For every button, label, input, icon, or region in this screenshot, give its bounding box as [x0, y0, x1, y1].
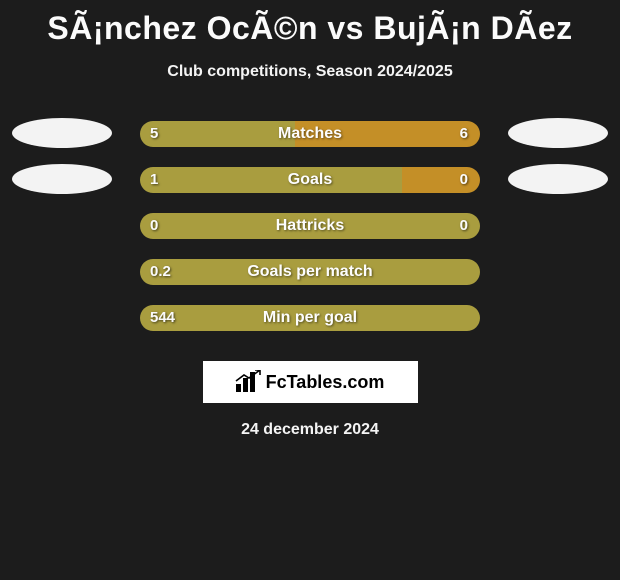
comparison-date: 24 december 2024: [0, 421, 620, 439]
bar-left: [140, 213, 480, 239]
fctables-logo: FcTables.com: [236, 372, 385, 393]
stat-row: Goals per match0.2: [0, 249, 620, 295]
stat-row: Matches56: [0, 111, 620, 157]
bar-left: [140, 167, 402, 193]
bubble-left: [12, 164, 112, 194]
bar-track: [140, 121, 480, 147]
page-title: SÃ¡nchez OcÃ©n vs BujÃ¡n DÃez: [0, 0, 620, 47]
page-subtitle: Club competitions, Season 2024/2025: [0, 63, 620, 81]
bar-chart-icon: [236, 372, 260, 392]
bar-right: [295, 121, 480, 147]
bar-left: [140, 121, 295, 147]
bar-track: [140, 305, 480, 331]
bar-left: [140, 305, 480, 331]
comparison-block: Matches56Goals10Hattricks00Goals per mat…: [0, 111, 620, 341]
bubble-left: [12, 118, 112, 148]
bubble-right: [508, 118, 608, 148]
bar-track: [140, 259, 480, 285]
bar-track: [140, 213, 480, 239]
stat-row: Hattricks00: [0, 203, 620, 249]
stat-row: Goals10: [0, 157, 620, 203]
bar-right: [402, 167, 480, 193]
bar-left: [140, 259, 480, 285]
stat-row: Min per goal544: [0, 295, 620, 341]
logo-box[interactable]: FcTables.com: [203, 361, 418, 403]
logo-text: FcTables.com: [266, 372, 385, 393]
bubble-right: [508, 164, 608, 194]
bar-track: [140, 167, 480, 193]
